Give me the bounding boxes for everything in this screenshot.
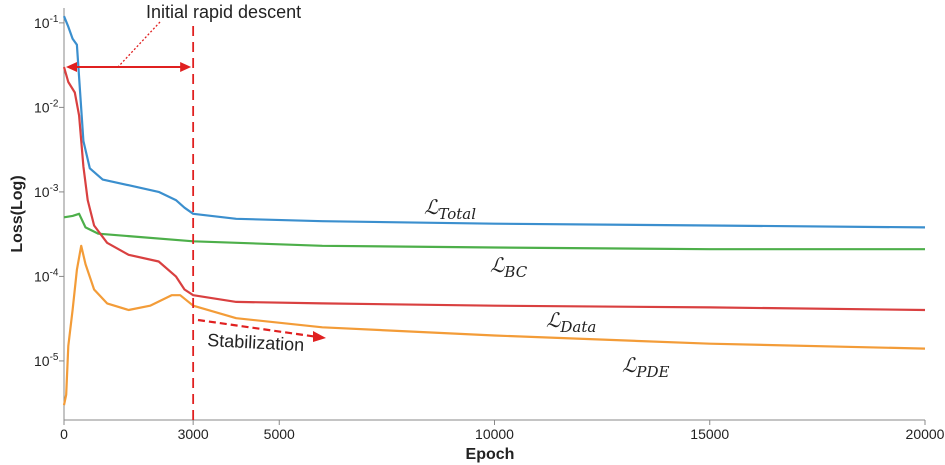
y-ticks: 10-1 10-2 10-3 10-4 10-5 — [34, 14, 64, 369]
series-lines — [62, 15, 926, 406]
series-label-bc: ℒBC — [490, 253, 528, 281]
series-line-total — [62, 15, 926, 229]
x-tick-label: 0 — [60, 426, 68, 442]
rapid-descent-leader-line — [117, 21, 161, 68]
series-label-total: ℒTotal — [424, 195, 476, 223]
x-tick-label: 3000 — [178, 426, 209, 442]
y-tick-label: 10-3 — [34, 183, 59, 200]
y-tick-label: 10-4 — [34, 267, 59, 284]
rapid-descent-label: Initial rapid descent — [146, 2, 301, 22]
x-tick-label: 20000 — [906, 426, 945, 442]
stabilization-arrow — [197, 318, 326, 342]
rapid-descent-arrow — [66, 62, 192, 72]
stabilization-label: Stabilization — [207, 330, 305, 355]
y-tick-label: 10-2 — [34, 98, 59, 115]
series-label-pde: ℒPDE — [622, 353, 670, 381]
series-line-bc — [63, 212, 925, 251]
x-tick-label: 10000 — [475, 426, 514, 442]
y-tick-label: 10-5 — [34, 352, 59, 369]
series-label-data: ℒData — [546, 308, 596, 336]
series-line-data — [62, 66, 926, 312]
y-tick-label: 10-1 — [34, 14, 59, 31]
series-line-pde — [62, 244, 926, 406]
x-ticks: 0 3000 5000 10000 15000 20000 — [60, 420, 945, 442]
y-axis-title: Loss(Log) — [9, 175, 26, 252]
x-tick-label: 5000 — [264, 426, 295, 442]
x-axis-title: Epoch — [466, 446, 515, 463]
x-tick-label: 15000 — [690, 426, 729, 442]
